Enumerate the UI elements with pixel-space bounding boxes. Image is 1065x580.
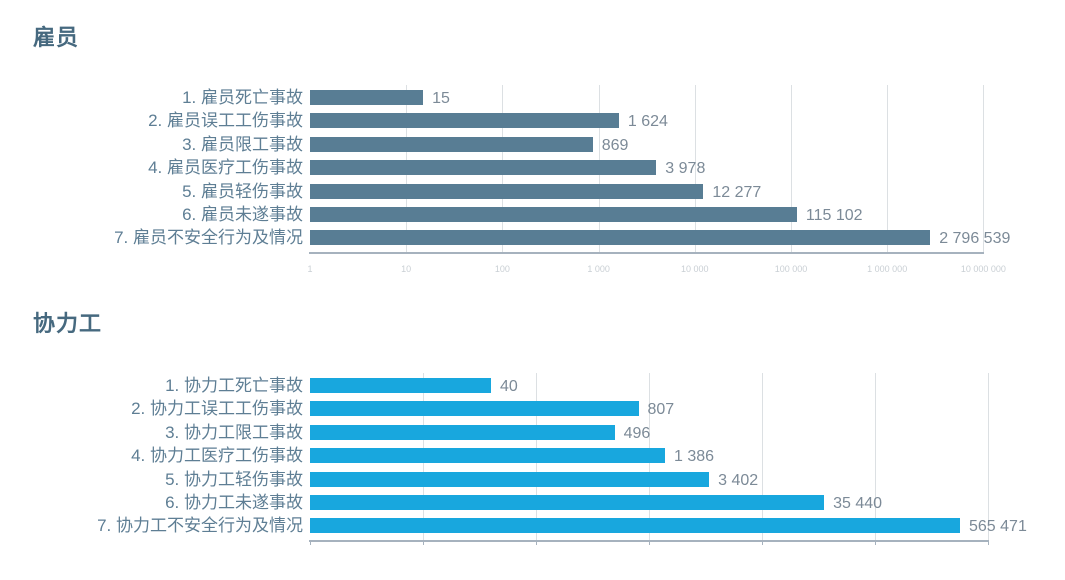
x-tick-label: 100: [494, 264, 510, 274]
x-tick-label: 1: [307, 264, 313, 274]
bar: [310, 424, 615, 440]
x-tick-label: 100 000: [774, 264, 808, 274]
value-label: 1 624: [627, 113, 668, 131]
x-tick-label: 10 000: [681, 264, 709, 274]
category-label: 4. 协力工医疗工伤事故: [131, 446, 303, 466]
category-label: 1. 协力工死亡事故: [165, 376, 303, 395]
employees-chart-title: 雇员: [33, 25, 80, 50]
category-label: 7. 雇员不安全行为及情况: [114, 228, 303, 248]
gridline: [875, 373, 876, 542]
category-label: 7. 协力工不安全行为及情况: [97, 516, 303, 536]
value-label: 807: [647, 401, 675, 419]
category-label: 2. 协力工误工工伤事故: [131, 399, 303, 419]
bar: [310, 401, 639, 417]
bar: [310, 378, 491, 393]
x-tick-label: 1 000 000: [867, 264, 908, 274]
x-tick-label: 1 000: [587, 264, 610, 274]
bar: [310, 448, 665, 464]
bar: [310, 495, 825, 510]
gridline: [694, 85, 696, 254]
bar: [310, 90, 424, 105]
x-tick-mark: [423, 541, 424, 545]
value-label: 496: [623, 424, 651, 442]
bar: [310, 230, 931, 246]
x-tick-mark: [762, 541, 763, 545]
value-label: 3 978: [665, 160, 706, 178]
bar: [310, 136, 593, 152]
bar: [310, 471, 710, 487]
gridline: [887, 85, 889, 254]
value-label: 115 102: [805, 207, 863, 224]
x-tick-mark: [536, 541, 537, 545]
value-label: 3 402: [718, 471, 759, 489]
category-label: 3. 雇员限工事故: [182, 134, 303, 154]
category-label: 5. 雇员轻伤事故: [182, 181, 303, 201]
value-label: 12 277: [712, 183, 762, 201]
value-label: 565 471: [969, 518, 1027, 536]
value-label: 1 386: [674, 448, 715, 466]
gridline: [762, 373, 763, 542]
value-label: 869: [601, 136, 629, 154]
bar: [310, 113, 619, 129]
bar: [310, 160, 657, 176]
category-label: 3. 协力工限工事故: [165, 422, 303, 442]
x-tick-mark: [310, 541, 311, 545]
category-label: 2. 雇员误工工伤事故: [148, 111, 303, 131]
category-label: 6. 协力工未遂事故: [165, 493, 303, 512]
gridline: [988, 373, 989, 542]
contractors-chart-title: 协力工: [33, 311, 103, 336]
x-tick-mark: [649, 541, 650, 545]
category-label: 6. 雇员未遂事故: [182, 205, 303, 224]
value-label: 40: [500, 378, 518, 395]
x-tick-mark: [875, 541, 876, 545]
x-tick-label: 10: [401, 264, 412, 274]
x-tick-label: 10 000 000: [960, 264, 1006, 274]
category-label: 1. 雇员死亡事故: [182, 88, 303, 107]
x-tick-mark: [988, 541, 989, 545]
value-label: 35 440: [833, 495, 883, 512]
category-label: 4. 雇员医疗工伤事故: [148, 158, 303, 178]
x-axis-line: [309, 252, 985, 254]
category-label: 5. 协力工轻伤事故: [165, 469, 303, 489]
bar: [310, 518, 960, 534]
value-label: 15: [432, 90, 450, 107]
bar: [310, 183, 704, 199]
gridline: [791, 85, 792, 254]
gridline: [983, 85, 985, 254]
value-label: 2 796 539: [939, 230, 1011, 248]
bar: [310, 207, 797, 222]
